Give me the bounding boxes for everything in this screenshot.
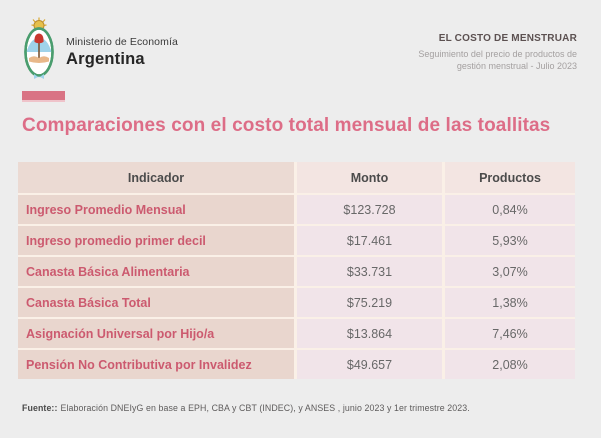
row-monto: $123.728 — [297, 195, 442, 224]
row-monto: $49.657 — [297, 350, 442, 379]
ministry-name: Ministerio de Economía — [66, 36, 178, 48]
row-indicator: Pensión No Contributiva por Invalidez — [18, 350, 294, 379]
column-header-monto: Monto — [297, 162, 442, 193]
column-header-productos: Productos — [445, 162, 575, 193]
column-header-indicador: Indicador — [18, 162, 294, 193]
row-indicator: Canasta Básica Alimentaria — [18, 257, 294, 286]
row-indicator: Ingreso Promedio Mensual — [18, 195, 294, 224]
row-productos: 7,46% — [445, 319, 575, 348]
comparison-table: Indicador Monto Productos Ingreso Promed… — [18, 162, 575, 379]
source-label: Fuente:: — [22, 403, 58, 413]
row-monto: $33.731 — [297, 257, 442, 286]
source-note: Fuente:: Elaboración DNEIyG en base a EPH… — [22, 403, 582, 413]
row-indicator: Canasta Básica Total — [18, 288, 294, 317]
program-subtitle-line2: gestión menstrual - Julio 2023 — [456, 61, 577, 71]
ministry-name-block: Ministerio de Economía Argentina — [66, 36, 178, 69]
row-productos: 1,38% — [445, 288, 575, 317]
source-text: Elaboración DNEIyG en base a EPH, CBA y … — [60, 403, 470, 413]
row-productos: 0,84% — [445, 195, 575, 224]
country-name: Argentina — [66, 50, 145, 68]
row-productos: 3,07% — [445, 257, 575, 286]
program-subtitle-line1: Seguimiento del precio de productos de — [418, 49, 577, 59]
program-title: EL COSTO DE MENSTRUAR — [438, 33, 577, 44]
pink-accent-bar — [22, 91, 65, 100]
row-monto: $17.461 — [297, 226, 442, 255]
row-indicator: Asignación Universal por Hijo/a — [18, 319, 294, 348]
row-productos: 2,08% — [445, 350, 575, 379]
row-monto: $13.864 — [297, 319, 442, 348]
program-header-block: EL COSTO DE MENSTRUAR Seguimiento del pr… — [418, 33, 577, 72]
row-productos: 5,93% — [445, 226, 575, 255]
row-indicator: Ingreso promedio primer decil — [18, 226, 294, 255]
page-title: Comparaciones con el costo total mensual… — [22, 115, 551, 136]
row-monto: $75.219 — [297, 288, 442, 317]
argentina-coat-of-arms-icon — [24, 17, 54, 79]
